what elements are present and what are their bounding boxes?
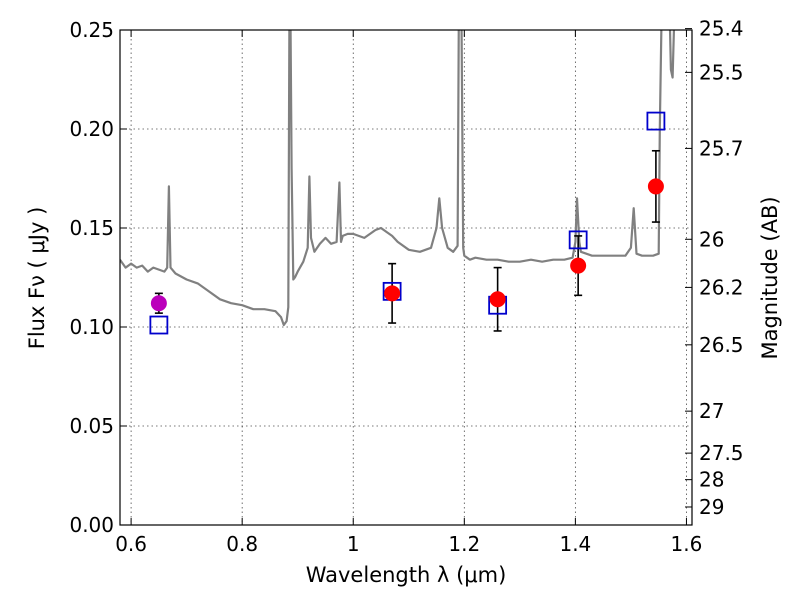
- y-tick-label: 0.10: [69, 315, 114, 339]
- mag-tick-label: 29: [699, 495, 724, 519]
- y-tick-label: 0.00: [69, 513, 114, 537]
- y-axis-right-label: Magnitude (AB): [758, 196, 782, 359]
- y-axis-left: 0.00 0.05 0.10 0.15 0.20 0.25: [69, 18, 127, 537]
- plot-area: [120, 30, 676, 335]
- mag-tick-label: 26: [699, 227, 724, 251]
- observed-points: [150, 178, 664, 312]
- model-square-point: [568, 230, 588, 250]
- y-axis-label: Flux Fν ( μJy ): [25, 207, 49, 350]
- mag-tick-label: 25.5: [699, 60, 744, 84]
- x-tick-label: 1.2: [448, 532, 480, 556]
- x-tick-label: 1.4: [559, 532, 591, 556]
- mag-tick-label: 26.2: [699, 275, 744, 299]
- observed-circle-point: [489, 291, 506, 308]
- mag-tick-label: 25.7: [699, 136, 744, 160]
- x-tick-label: 1: [347, 532, 360, 556]
- mag-tick-label: 27.5: [699, 441, 744, 465]
- y-tick-label: 0.25: [69, 18, 114, 42]
- x-axis: 0.6 0.8 1 1.2 1.4 1.6: [115, 30, 702, 556]
- model-square-point: [149, 315, 169, 335]
- mag-tick-label: 25.4: [699, 17, 744, 41]
- observed-circle-point: [150, 295, 167, 312]
- observed-circle-point: [647, 178, 664, 195]
- model-square-point: [646, 111, 666, 131]
- x-axis-label: Wavelength λ (μm): [306, 563, 507, 587]
- y-tick-label: 0.05: [69, 414, 114, 438]
- observed-circle-point: [570, 257, 587, 274]
- observed-circle-point: [384, 285, 401, 302]
- y-tick-label: 0.15: [69, 216, 114, 240]
- mag-tick-label: 28: [699, 468, 724, 492]
- spectrum-line: [120, 30, 676, 327]
- mag-tick-label: 26.5: [699, 333, 744, 357]
- x-tick-label: 0.8: [226, 532, 258, 556]
- grid: [120, 29, 692, 526]
- y-tick-label: 0.20: [69, 117, 114, 141]
- mag-tick-label: 27: [699, 399, 724, 423]
- y-axis-right-magnitude: 25.4 25.5 25.7 26 26.2 26.5 27 27.5 28 29: [685, 17, 744, 519]
- model-squares: [149, 111, 666, 335]
- x-tick-label: 1.6: [671, 532, 703, 556]
- axes-frame: [119, 29, 693, 526]
- x-tick-label: 0.6: [115, 532, 147, 556]
